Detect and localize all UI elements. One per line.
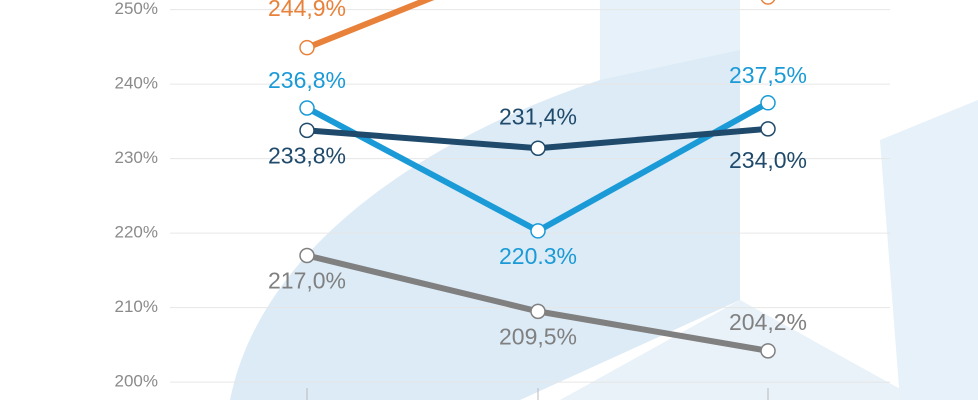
data-point	[299, 39, 315, 56]
data-label: 217,0%	[268, 268, 346, 294]
data-point	[299, 247, 315, 264]
data-point	[760, 343, 776, 359]
data-point	[299, 100, 315, 116]
plot-area	[299, 0, 776, 359]
data-label: 236,8%	[268, 67, 346, 93]
data-point	[530, 140, 546, 156]
data-point	[760, 0, 776, 5]
data-point	[530, 223, 546, 239]
y-tick-label: 220%	[115, 223, 158, 242]
data-label: 237,5%	[729, 62, 807, 88]
data-point	[530, 303, 546, 320]
data-label: 220.3%	[499, 243, 577, 269]
y-tick-label: 210%	[115, 297, 158, 316]
data-label: 244,9%	[268, 0, 346, 21]
data-label: 231,4%	[499, 103, 577, 129]
series-line	[305, 0, 435, 51]
background-shapes	[230, 0, 978, 400]
y-tick-label: 240%	[115, 74, 158, 93]
data-label: 233,8%	[268, 142, 346, 168]
y-tick-label: 250%	[115, 0, 158, 18]
data-label: 204,2%	[729, 309, 807, 335]
data-point	[299, 122, 315, 139]
data-label: 209,5%	[499, 323, 577, 349]
data-point	[760, 95, 776, 111]
y-tick-label: 200%	[115, 372, 158, 391]
data-label: 234,0%	[729, 147, 807, 173]
data-point	[760, 121, 776, 137]
y-tick-label: 230%	[115, 148, 158, 167]
